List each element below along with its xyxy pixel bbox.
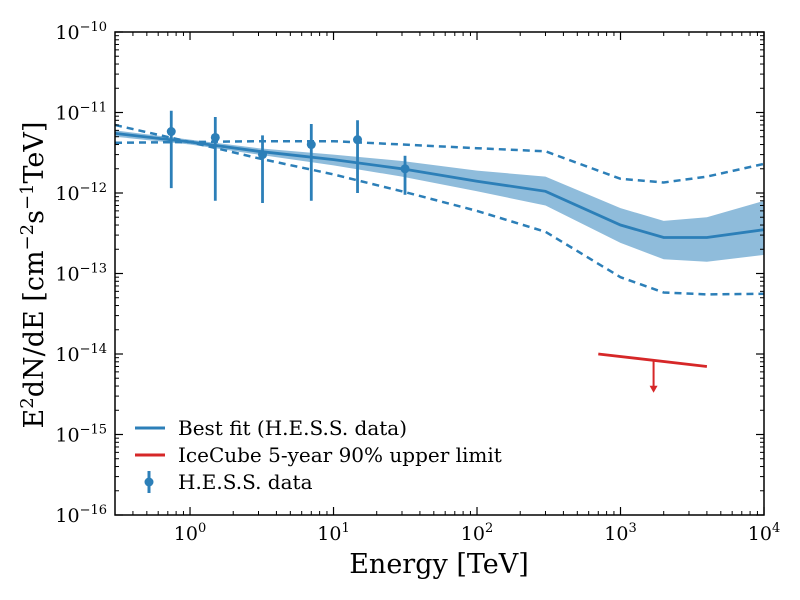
x-tick-label: 104 bbox=[748, 521, 780, 545]
legend-marker-hess-point bbox=[144, 477, 154, 487]
hess-data-point bbox=[306, 140, 316, 150]
y-tick-label: 10−11 bbox=[55, 101, 107, 125]
y-axis-label: E2dN/dE [cm−2s−1TeV] bbox=[17, 122, 51, 429]
y-tick-label: 10−12 bbox=[55, 181, 107, 205]
y-tick-label: 10−10 bbox=[55, 20, 107, 44]
x-tick-label: 100 bbox=[174, 521, 206, 545]
icecube-limit-line bbox=[598, 352, 708, 368]
upper-envelope-line bbox=[115, 139, 764, 184]
x-axis-label: Energy [TeV] bbox=[349, 549, 529, 580]
x-tick-label: 102 bbox=[461, 521, 493, 545]
axis-labels: Energy [TeV] E2dN/dE [cm−2s−1TeV] bbox=[17, 122, 529, 580]
hess-data-point bbox=[353, 135, 363, 145]
plot-area bbox=[115, 110, 764, 393]
lower-envelope-line bbox=[115, 123, 764, 296]
x-tick-label: 101 bbox=[317, 521, 349, 545]
axis-ticks: 100 101 102 103 104 10−16 10−15 10−14 10−13 10−12… bbox=[55, 20, 780, 545]
hess-data-point bbox=[258, 150, 268, 160]
legend: Best fit (H.E.S.S. data) IceCube 5-year … bbox=[135, 416, 502, 494]
best-fit-line bbox=[115, 132, 764, 239]
hess-data-point bbox=[400, 164, 410, 174]
plot-series bbox=[115, 110, 764, 393]
icecube-arrow-head bbox=[649, 385, 658, 393]
y-tick-label: 10−16 bbox=[55, 503, 107, 527]
confidence-band bbox=[115, 130, 764, 262]
y-tick-label: 10−15 bbox=[55, 423, 107, 447]
hess-data-point bbox=[166, 127, 176, 137]
legend-label-hess-data: H.E.S.S. data bbox=[178, 470, 313, 494]
legend-label-best-fit: Best fit (H.E.S.S. data) bbox=[178, 416, 407, 440]
y-tick-label: 10−14 bbox=[55, 342, 107, 366]
hess-data-point bbox=[210, 132, 220, 142]
legend-label-icecube: IceCube 5-year 90% upper limit bbox=[178, 443, 502, 467]
x-tick-label: 103 bbox=[604, 521, 636, 545]
y-tick-label: 10−13 bbox=[55, 262, 107, 286]
